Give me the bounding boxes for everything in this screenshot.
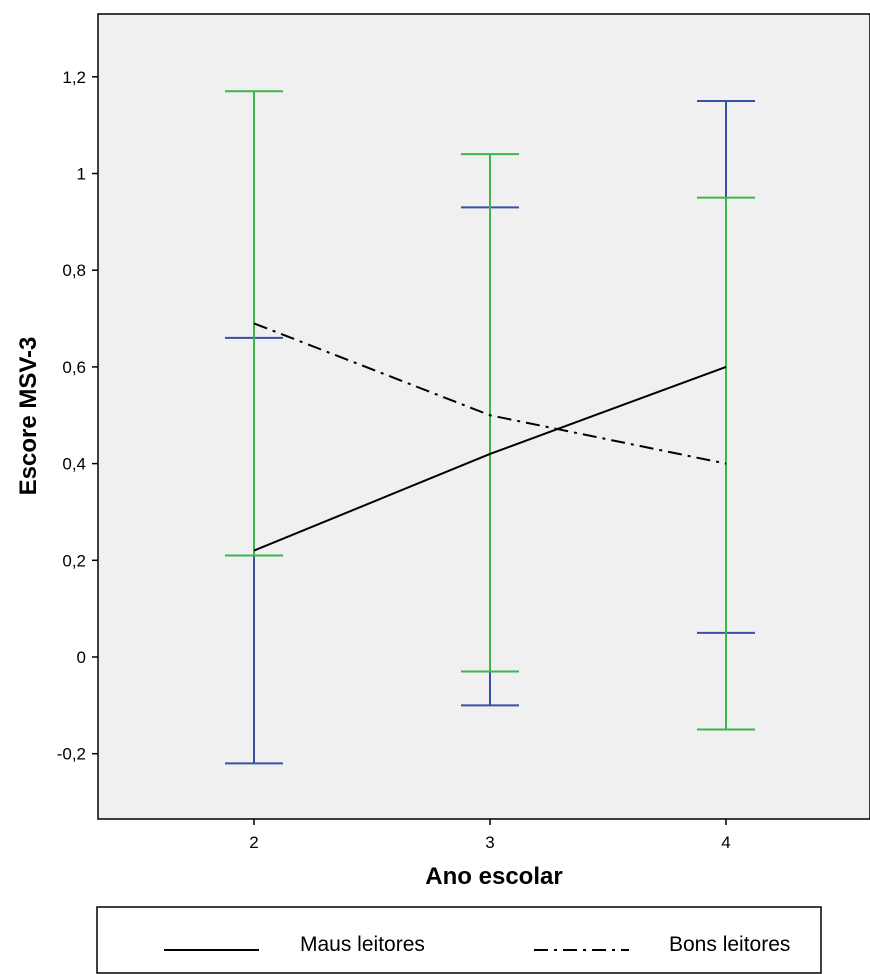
y-tick-label: 0,2	[62, 551, 86, 570]
y-tick-label: 0,8	[62, 261, 86, 280]
y-tick-label: 0	[77, 648, 86, 667]
series-lines	[253, 322, 727, 552]
y-tick-label: 1,2	[62, 68, 86, 87]
plot-area	[97, 13, 870, 820]
legend-label-maus-leitores: Maus leitores	[300, 933, 425, 956]
y-axis-label: Escore MSV-3	[15, 337, 42, 496]
x-tick-label: 4	[721, 833, 730, 852]
y-tick-label: -0,2	[57, 745, 86, 764]
x-axis: 2 3 4	[249, 819, 731, 852]
x-tick-label: 2	[249, 833, 258, 852]
legend-label-bons-leitores: Bons leitores	[669, 933, 790, 956]
x-tick-label: 3	[485, 833, 494, 852]
legend: Maus leitores Bons leitores	[96, 906, 822, 974]
x-axis-label: Ano escolar	[425, 863, 562, 890]
y-tick-label: 0,4	[62, 455, 86, 474]
y-tick-label: 0,6	[62, 358, 86, 377]
series-line-maus-leitores	[253, 365, 727, 552]
y-tick-label: 1	[77, 165, 86, 184]
legend-box	[96, 906, 822, 974]
y-axis: -0,2 0 0,2 0,4 0,6 0,8 1 1,2	[57, 68, 98, 764]
series-line-bons-leitores	[253, 322, 727, 465]
